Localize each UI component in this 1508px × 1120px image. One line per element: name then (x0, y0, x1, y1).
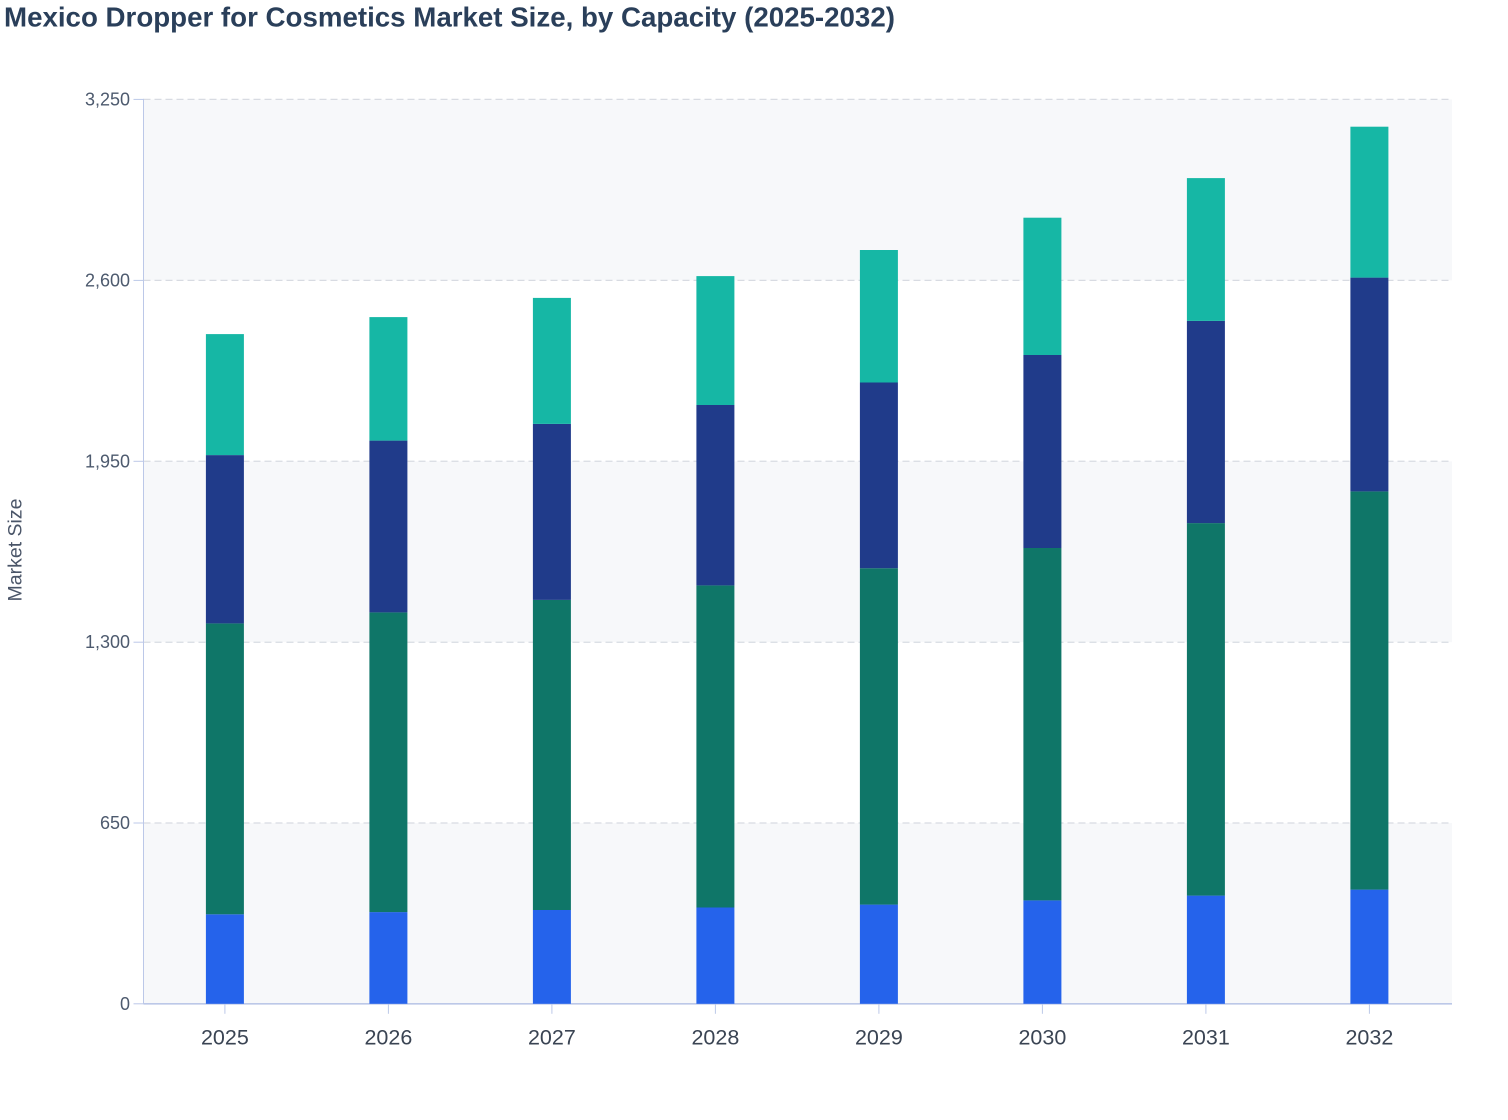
svg-text:0: 0 (120, 994, 130, 1014)
svg-text:2026: 2026 (364, 1026, 412, 1050)
svg-text:2,600: 2,600 (85, 270, 130, 290)
svg-text:650: 650 (100, 813, 130, 833)
svg-text:2031: 2031 (1182, 1026, 1230, 1050)
svg-text:3,250: 3,250 (85, 89, 130, 109)
svg-text:1,300: 1,300 (85, 632, 130, 652)
svg-text:Market Size: Market Size (5, 499, 27, 602)
svg-text:2025: 2025 (201, 1026, 249, 1050)
svg-text:2030: 2030 (1018, 1026, 1066, 1050)
svg-text:2027: 2027 (528, 1026, 576, 1050)
svg-text:Mexico Dropper for Cosmetics M: Mexico Dropper for Cosmetics Market Size… (4, 2, 895, 33)
svg-text:1,950: 1,950 (85, 451, 130, 471)
svg-text:2032: 2032 (1345, 1026, 1393, 1050)
svg-text:2028: 2028 (691, 1026, 739, 1050)
svg-text:2029: 2029 (855, 1026, 903, 1050)
